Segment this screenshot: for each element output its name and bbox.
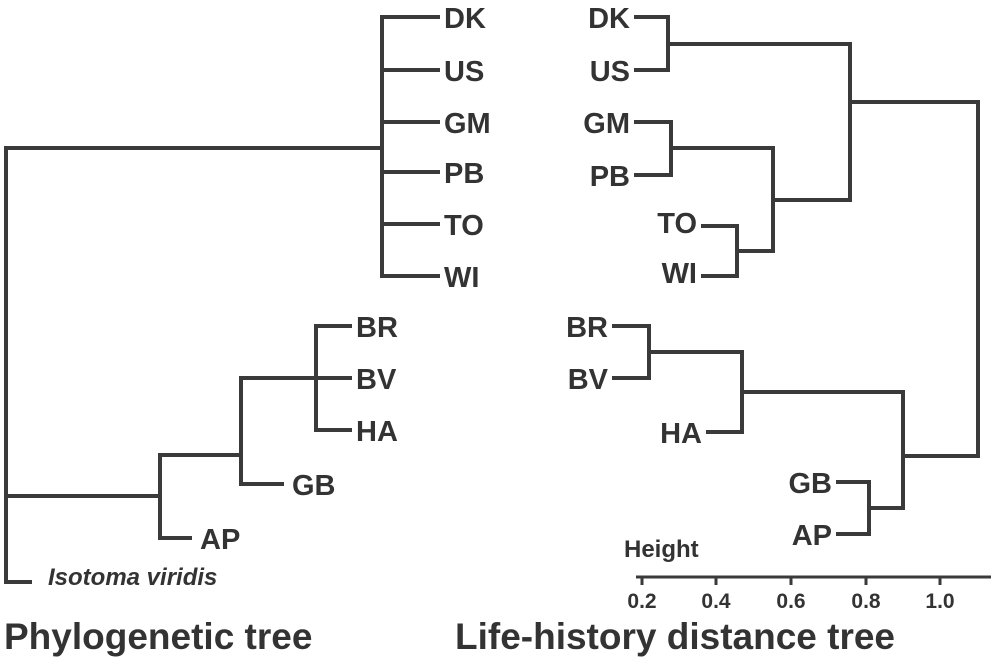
lh-tip-label: HA <box>660 418 702 450</box>
phylogenetic-tree: DK US GM PB TO WI BR BV HA GB AP Isotoma… <box>4 3 491 657</box>
phylo-tip-label: GM <box>444 108 491 140</box>
phylo-tip-label: US <box>444 56 484 88</box>
height-axis-tick-label: 0.6 <box>776 590 805 613</box>
phylo-tip-label: GB <box>292 470 336 502</box>
lh-tip-label: BV <box>568 364 609 396</box>
lh-tip-label: US <box>590 56 630 88</box>
phylo-tip-label: BR <box>356 312 398 344</box>
phylo-tip-label: TO <box>444 210 484 242</box>
lh-tip-label: DK <box>588 3 630 35</box>
phylo-tip-label: BV <box>356 364 397 396</box>
lh-caption: Life-history distance tree <box>455 616 895 657</box>
lh-tip-label: PB <box>590 161 630 193</box>
lh-tip-label: TO <box>657 208 697 240</box>
height-axis-tick-label: 0.2 <box>627 590 656 613</box>
lh-tip-label: WI <box>662 258 697 290</box>
height-axis-tick-label: 0.4 <box>701 590 731 613</box>
lh-tip-label: AP <box>792 520 832 552</box>
phylo-tip-label: WI <box>444 262 479 294</box>
height-axis-tick-label: 1.0 <box>925 590 954 613</box>
lh-tip-label: GB <box>789 468 833 500</box>
phylo-tip-label: PB <box>444 158 484 190</box>
phylo-tip-label: HA <box>356 416 398 448</box>
height-axis-title: Height <box>624 536 699 563</box>
lh-tip-label: BR <box>566 312 608 344</box>
phylo-caption: Phylogenetic tree <box>4 616 312 657</box>
lh-tip-label: GM <box>583 108 630 140</box>
phylo-tip-label: DK <box>444 3 486 35</box>
phylo-outgroup-label: Isotoma viridis <box>48 564 217 591</box>
height-axis-tick-label: 0.8 <box>851 590 881 613</box>
life-history-tree: DK US GM PB TO WI BR BV HA GB AP Height … <box>455 3 991 657</box>
phylo-tip-label: AP <box>200 524 240 556</box>
